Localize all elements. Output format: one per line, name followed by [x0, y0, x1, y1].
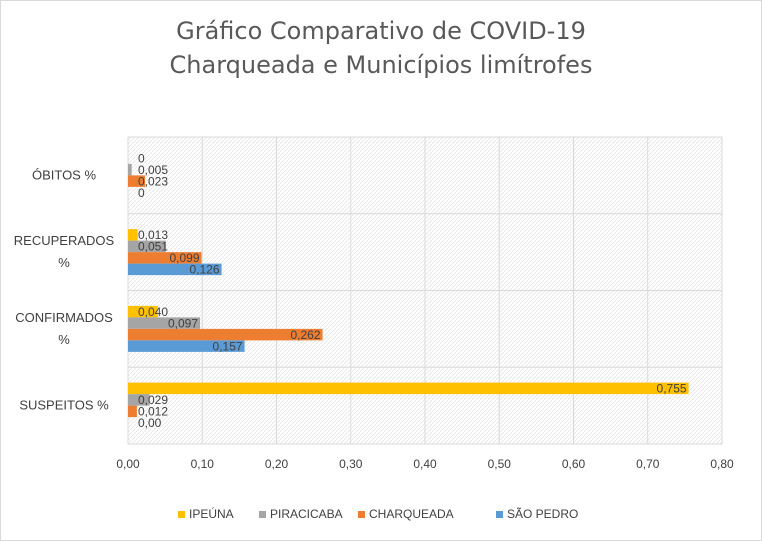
bar [128, 163, 132, 176]
data-label: 0 [138, 151, 145, 165]
data-label: 0,00 [138, 416, 162, 430]
data-label: 0,029 [138, 393, 168, 407]
bar [128, 382, 689, 395]
x-tick-label: 0,40 [413, 457, 437, 471]
x-tick-label: 0,60 [562, 457, 586, 471]
data-label: 0,097 [168, 316, 198, 330]
data-label: 0,005 [138, 163, 168, 177]
bar [128, 317, 201, 329]
category-label: RECUPERADOS [14, 233, 115, 248]
x-tick-label: 0,20 [265, 457, 289, 471]
x-tick-label: 0,00 [116, 457, 140, 471]
x-tick-label: 0,80 [710, 457, 734, 471]
bar [128, 340, 245, 352]
gridlines [127, 136, 723, 445]
data-label: 0,051 [138, 240, 168, 254]
chart-title-line-2: Charqueada e Municípios limítrofes [169, 51, 593, 79]
legend-label: CHARQUEADA [369, 507, 454, 521]
data-label: 0,012 [138, 405, 168, 419]
category-label: SUSPEITOS % [19, 398, 109, 413]
bar [128, 305, 158, 318]
x-tick-labels: 0,00 0,10 0,20 0,30 0,40 0,50 0,60 0,70 0,80 [116, 457, 734, 471]
category-label: % [58, 255, 70, 270]
chart-title: Gráfico Comparativo de COVID-19 Charquea… [0, 14, 762, 82]
x-tick-label: 0,10 [191, 457, 215, 471]
bar [128, 175, 146, 187]
legend-label: IPEÚNA [189, 506, 234, 521]
x-tick-label: 0,70 [636, 457, 660, 471]
bar [128, 240, 166, 253]
bars [128, 163, 689, 418]
legend-label: PIRACICABA [270, 507, 343, 521]
legend-swatch [178, 511, 185, 518]
bar [128, 252, 202, 264]
category-labels: SUSPEITOS % CONFIRMADOS% RECUPERADOS% ÓBITO… [14, 167, 115, 412]
bar [128, 263, 222, 276]
data-label: 0,157 [213, 339, 243, 353]
legend-label: SÃO PEDRO [507, 507, 578, 521]
chart-title-line-1: Gráfico Comparativo de COVID-19 [176, 17, 586, 45]
bar [128, 328, 323, 341]
category-label: ÓBITOS % [32, 167, 96, 182]
data-label: 0,262 [291, 328, 321, 342]
data-label: 0,040 [138, 305, 168, 319]
bar [128, 229, 138, 241]
legend-swatch [358, 511, 365, 518]
legend-swatch [496, 511, 503, 518]
legend-swatch [259, 511, 266, 518]
data-label: 0,755 [657, 382, 687, 396]
x-tick-label: 0,30 [339, 457, 363, 471]
data-label: 0,126 [190, 263, 220, 277]
legend: IPEÚNA PIRACICABA CHARQUEADA SÃO PEDRO [178, 506, 578, 521]
data-label: 0,099 [169, 251, 199, 265]
data-label: 0,023 [138, 174, 168, 188]
bar [128, 405, 137, 418]
data-label: 0,013 [138, 228, 168, 242]
data-label: 0 [138, 186, 145, 200]
category-label: % [58, 332, 70, 347]
x-tick-label: 0,50 [488, 457, 512, 471]
category-label: CONFIRMADOS [15, 310, 113, 325]
bar [128, 394, 150, 406]
